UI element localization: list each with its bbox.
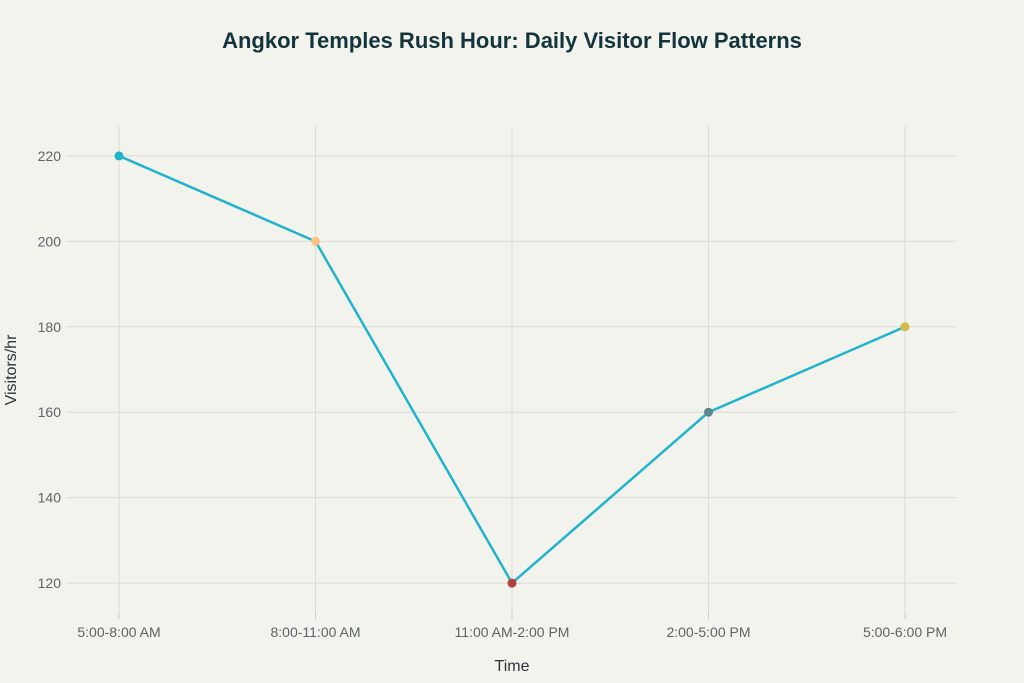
marker-layer bbox=[114, 151, 910, 588]
x-axis-title: Time bbox=[495, 658, 530, 675]
x-tick-label: 11:00 AM-2:00 PM bbox=[455, 624, 570, 640]
x-tick-label: 2:00-5:00 PM bbox=[666, 624, 750, 640]
y-tick-label: 160 bbox=[38, 404, 62, 420]
data-point[interactable] bbox=[114, 151, 124, 161]
chart-title: Angkor Temples Rush Hour: Daily Visitor … bbox=[222, 28, 802, 53]
data-point[interactable] bbox=[507, 578, 517, 588]
y-tick-label: 140 bbox=[38, 490, 62, 506]
y-tick-label: 220 bbox=[38, 148, 62, 164]
tick-label-layer: 120 140 160 180 200 220 5:00-8:00 AM 8:00-11:00… bbox=[38, 148, 947, 640]
y-axis-title: Visitors/hr bbox=[3, 334, 20, 406]
y-tick-label: 200 bbox=[38, 233, 62, 249]
data-point[interactable] bbox=[900, 322, 910, 332]
data-point[interactable] bbox=[704, 407, 713, 417]
y-tick-label: 180 bbox=[38, 319, 62, 335]
x-tick-label: 8:00-11:00 AM bbox=[270, 624, 360, 640]
data-point[interactable] bbox=[311, 236, 320, 246]
grid-layer bbox=[66, 126, 956, 619]
x-tick-label: 5:00-6:00 PM bbox=[863, 624, 947, 640]
y-tick-label: 120 bbox=[38, 575, 62, 591]
x-tick-label: 5:00-8:00 AM bbox=[77, 624, 160, 640]
